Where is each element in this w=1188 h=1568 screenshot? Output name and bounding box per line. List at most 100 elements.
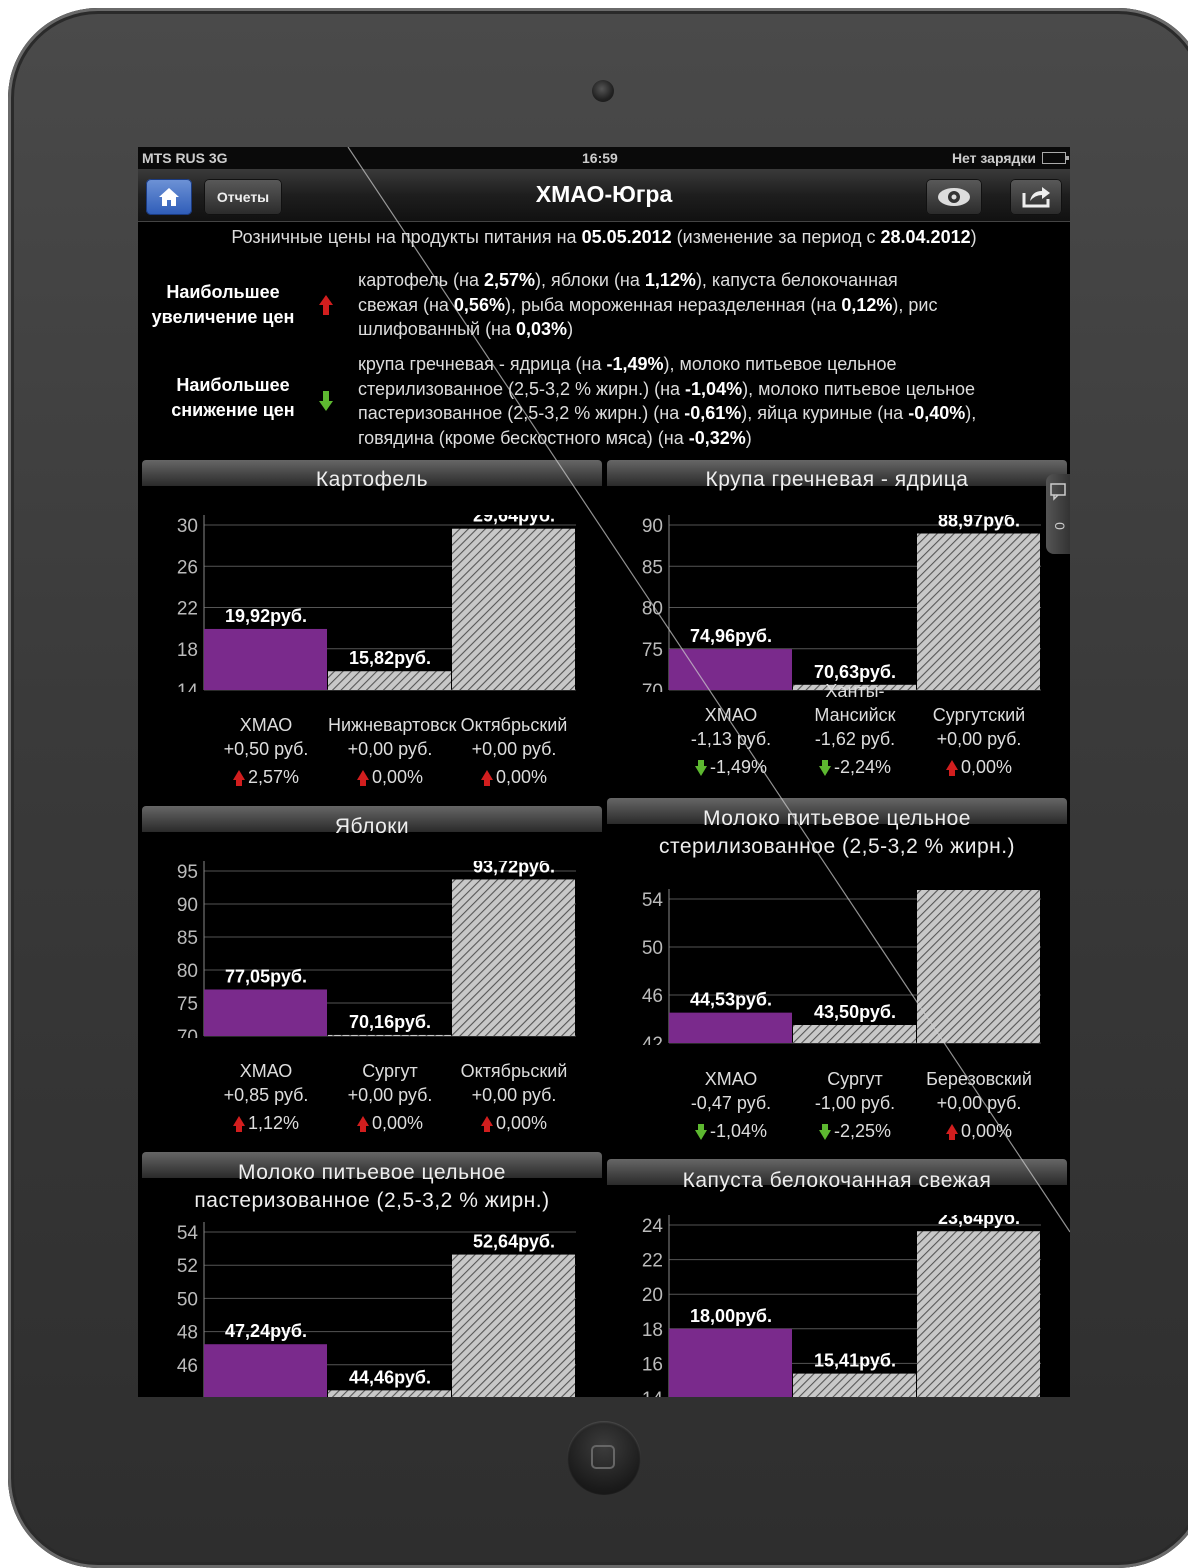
arrow-down-icon bbox=[694, 1124, 707, 1141]
bar[interactable] bbox=[204, 628, 327, 690]
bar[interactable] bbox=[917, 1231, 1040, 1397]
bar[interactable] bbox=[669, 1328, 792, 1397]
y-tick-label: 30 bbox=[177, 516, 198, 537]
bar-value-label: 15,41руб. bbox=[814, 1351, 896, 1371]
view-button[interactable] bbox=[926, 179, 982, 215]
y-tick-label: 16 bbox=[642, 1354, 663, 1375]
share-button[interactable] bbox=[1010, 179, 1062, 215]
bar[interactable] bbox=[669, 649, 792, 690]
bar-value-label: 47,24руб. bbox=[225, 1321, 307, 1341]
y-tick-label: 70 bbox=[642, 681, 663, 692]
arrow-up-icon bbox=[480, 770, 493, 787]
arrow-down-icon bbox=[694, 760, 707, 777]
chart-title: Молоко питьевое цельное пастеризованное (… bbox=[194, 1161, 550, 1212]
category-name: Ханты- Мансийск bbox=[814, 681, 896, 725]
increase-text: картофель (на 2,57%), яблоки (на 1,12%),… bbox=[358, 270, 938, 339]
side-tab[interactable]: 0 bbox=[1046, 474, 1070, 554]
chart-title: Яблоки bbox=[334, 815, 410, 838]
bar[interactable] bbox=[452, 879, 575, 1036]
category-percent: 0,00% bbox=[452, 1111, 576, 1135]
y-tick-label: 14 bbox=[177, 681, 199, 692]
y-tick-label: 90 bbox=[177, 895, 198, 916]
category-percent: 0,00% bbox=[917, 1119, 1041, 1143]
bar-value-label: 29,64руб. bbox=[473, 515, 555, 526]
category-change: +0,00 руб. bbox=[471, 1085, 557, 1105]
bar[interactable] bbox=[328, 1034, 451, 1036]
bar[interactable] bbox=[204, 1344, 327, 1397]
category-info: Сургут -1,00 руб. -2,25% bbox=[793, 1067, 917, 1143]
bar[interactable] bbox=[793, 1025, 916, 1043]
bar[interactable] bbox=[452, 528, 575, 690]
category-percent: -1,49% bbox=[669, 755, 793, 779]
y-tick-label: 50 bbox=[642, 938, 663, 959]
bar-value-label: 15,82руб. bbox=[349, 648, 431, 668]
category-change: +0,00 руб. bbox=[936, 729, 1022, 749]
y-tick-label: 85 bbox=[177, 928, 198, 949]
category-percent: 0,00% bbox=[328, 1111, 452, 1135]
bar-value-label: 18,00руб. bbox=[690, 1306, 772, 1326]
y-tick-label: 26 bbox=[177, 557, 198, 578]
bar-value-label: 77,05руб. bbox=[225, 966, 307, 986]
decrease-text: крупа гречневая - ядрица (на -1,49%), мо… bbox=[358, 354, 977, 448]
category-name: ХМАО bbox=[239, 715, 293, 735]
bar[interactable] bbox=[328, 1390, 451, 1397]
bar[interactable] bbox=[793, 1373, 916, 1397]
chart-title: Капуста белокочанная свежая bbox=[682, 1169, 992, 1192]
category-percent: -2,24% bbox=[793, 755, 917, 779]
y-tick-label: 80 bbox=[177, 961, 198, 982]
y-tick-label: 75 bbox=[642, 640, 663, 661]
bar-value-label: 23,64руб. bbox=[938, 1215, 1020, 1228]
reports-button[interactable]: Отчеты bbox=[204, 179, 282, 215]
bar[interactable] bbox=[917, 533, 1040, 690]
category-change: +0,50 руб. bbox=[223, 739, 309, 759]
category-percent: 0,00% bbox=[452, 765, 576, 789]
arrow-up-icon bbox=[945, 1124, 958, 1141]
camera-icon bbox=[592, 80, 614, 102]
category-percent: 2,57% bbox=[204, 765, 328, 789]
y-tick-label: 80 bbox=[642, 599, 663, 620]
y-tick-label: 14 bbox=[642, 1389, 664, 1397]
arrow-down-icon bbox=[818, 1124, 831, 1141]
bar[interactable] bbox=[669, 1012, 792, 1043]
increase-label: Наибольшее увеличение цен bbox=[151, 282, 295, 327]
battery-icon bbox=[1042, 152, 1069, 164]
share-icon bbox=[1022, 187, 1050, 208]
y-tick-label: 18 bbox=[642, 1320, 663, 1341]
category-change: +0,85 руб. bbox=[223, 1085, 309, 1105]
y-tick-label: 48 bbox=[177, 1323, 198, 1344]
hardware-home-button[interactable] bbox=[567, 1421, 641, 1495]
category-change: -1,13 руб. bbox=[690, 729, 772, 749]
bar[interactable] bbox=[204, 989, 327, 1036]
status-bar: MTS RUS 3G 16:59 Нет зарядки bbox=[138, 147, 1070, 169]
bar-value-label: 52,64руб. bbox=[473, 1232, 555, 1252]
y-tick-label: 22 bbox=[642, 1251, 663, 1272]
bar-value-label: 44,46руб. bbox=[349, 1367, 431, 1387]
category-name: Сургутский bbox=[932, 705, 1026, 725]
y-tick-label: 75 bbox=[177, 994, 198, 1015]
bar[interactable] bbox=[452, 1254, 575, 1397]
y-tick-label: 22 bbox=[177, 599, 198, 620]
chart-title: Молоко питьевое цельное стерилизованное (… bbox=[658, 807, 1016, 858]
bar[interactable] bbox=[917, 890, 1040, 1043]
decrease-label: Наибольшее снижение цен bbox=[171, 375, 295, 420]
y-tick-label: 70 bbox=[177, 1027, 198, 1038]
category-change: -1,62 руб. bbox=[814, 729, 896, 749]
clock: 16:59 bbox=[582, 150, 618, 166]
y-tick-label: 95 bbox=[177, 862, 198, 883]
arrow-up-icon bbox=[480, 1116, 493, 1133]
bar-value-label: 19,92руб. bbox=[225, 606, 307, 626]
y-tick-label: 18 bbox=[177, 640, 198, 661]
arrow-up-icon bbox=[319, 295, 333, 315]
bar-value-label: 70,16руб. bbox=[349, 1012, 431, 1032]
chart-title: Крупа гречневая - ядрица bbox=[705, 468, 969, 491]
bar-value-label: 88,97руб. bbox=[938, 515, 1020, 530]
home-button[interactable] bbox=[146, 179, 192, 215]
y-tick-label: 46 bbox=[177, 1356, 198, 1377]
category-percent: -1,04% bbox=[669, 1119, 793, 1143]
bar-value-label: 74,96руб. bbox=[690, 626, 772, 646]
bar-value-label: 44,53руб. bbox=[690, 990, 772, 1010]
battery-label: Нет зарядки bbox=[951, 150, 1036, 166]
bar[interactable] bbox=[328, 671, 451, 690]
